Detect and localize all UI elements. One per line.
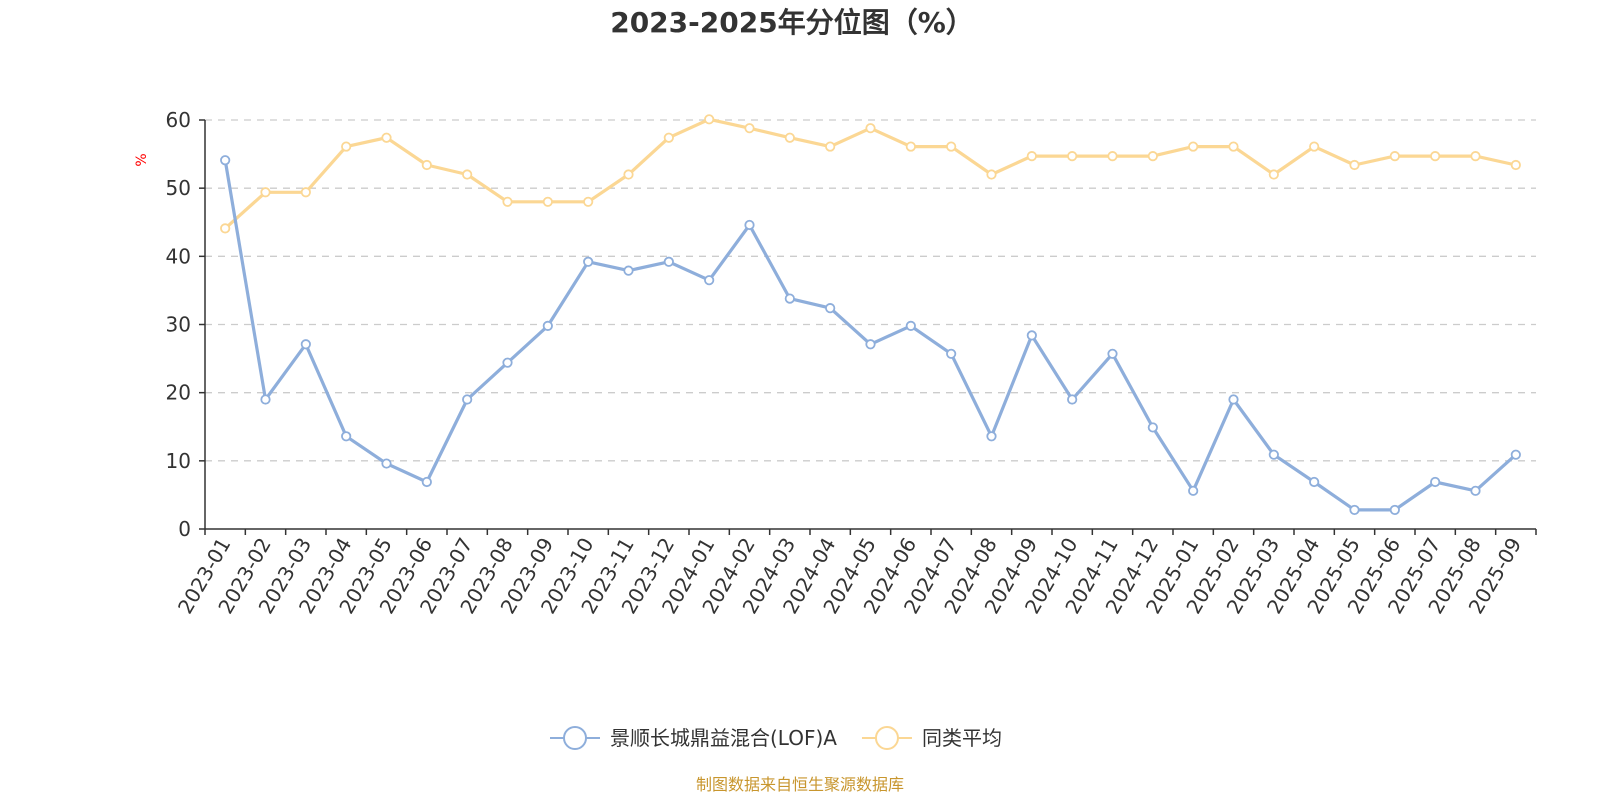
data-point[interactable] [1510, 449, 1521, 460]
data-point[interactable] [905, 320, 916, 331]
data-point[interactable] [300, 187, 311, 198]
data-point[interactable] [1430, 151, 1441, 162]
data-point[interactable] [1430, 476, 1441, 488]
series-fund [220, 155, 1521, 516]
data-point[interactable] [341, 431, 352, 442]
data-point[interactable] [260, 394, 271, 405]
legend-marker-icon [563, 726, 587, 750]
legend-label: 景顺长城鼎益混合(LOF)A [610, 726, 837, 750]
data-point[interactable] [865, 339, 876, 350]
data-point[interactable] [865, 123, 876, 134]
data-point[interactable] [663, 256, 674, 267]
data-point[interactable] [1389, 504, 1400, 516]
data-point[interactable] [583, 256, 594, 267]
data-point[interactable] [1309, 141, 1320, 152]
data-point[interactable] [1349, 504, 1360, 516]
data-point[interactable] [905, 141, 916, 152]
data-point[interactable] [381, 458, 392, 469]
data-point[interactable] [1228, 141, 1239, 152]
data-point[interactable] [1309, 476, 1320, 488]
chart-title: 2023-2025年分位图（%） [610, 6, 974, 39]
y-tick-label: 30 [166, 313, 191, 337]
data-point[interactable] [1389, 151, 1400, 162]
data-point[interactable] [341, 141, 352, 152]
data-point[interactable] [704, 114, 715, 125]
legend-item-peer-average[interactable]: 同类平均 [861, 726, 1002, 750]
data-point[interactable] [502, 357, 513, 368]
data-point[interactable] [704, 275, 715, 286]
data-point[interactable] [1026, 151, 1037, 162]
data-point[interactable] [421, 159, 432, 171]
data-point[interactable] [1470, 485, 1481, 496]
data-point[interactable] [1147, 422, 1158, 433]
data-point[interactable] [502, 196, 513, 207]
data-point[interactable] [1470, 151, 1481, 162]
data-point[interactable] [784, 132, 795, 143]
legend[interactable]: 景顺长城鼎益混合(LOF)A 同类平均 [550, 726, 1002, 750]
data-point[interactable] [1067, 394, 1078, 405]
y-tick-label: 60 [166, 108, 191, 132]
y-tick-label: 10 [166, 449, 191, 473]
data-source-note: 制图数据来自恒生聚源数据库 [696, 775, 904, 794]
data-point[interactable] [1188, 141, 1199, 152]
data-point[interactable] [1510, 159, 1521, 171]
data-point[interactable] [542, 320, 553, 331]
data-point[interactable] [260, 187, 271, 198]
data-point[interactable] [462, 169, 473, 180]
series-line [224, 117, 1517, 230]
data-point[interactable] [623, 265, 634, 276]
data-point[interactable] [1268, 449, 1279, 460]
data-point[interactable] [986, 431, 997, 442]
data-point[interactable] [1067, 151, 1078, 162]
data-point[interactable] [220, 155, 231, 166]
data-point[interactable] [784, 293, 795, 304]
series-peer-average [220, 114, 1521, 234]
y-tick-label: 0 [178, 517, 191, 541]
data-point[interactable] [663, 132, 674, 143]
legend-item-fund[interactable]: 景顺长城鼎益混合(LOF)A [550, 726, 837, 750]
y-tick-label: 50 [166, 176, 191, 200]
data-point[interactable] [946, 141, 957, 152]
data-point[interactable] [825, 303, 836, 314]
data-point[interactable] [1268, 169, 1279, 180]
data-point[interactable] [1228, 394, 1239, 405]
data-point[interactable] [986, 169, 997, 180]
data-point[interactable] [744, 219, 755, 231]
data-point[interactable] [1147, 151, 1158, 162]
y-tick-label: 40 [166, 244, 191, 268]
y-tick-label: 20 [166, 381, 191, 405]
data-point[interactable] [1107, 348, 1118, 359]
legend-label: 同类平均 [922, 726, 1002, 750]
y-axis-unit-label: % [134, 153, 150, 166]
data-point[interactable] [583, 196, 594, 207]
data-point[interactable] [825, 141, 836, 152]
data-point[interactable] [462, 394, 473, 405]
data-point[interactable] [1107, 151, 1118, 162]
legend-marker-icon [874, 726, 899, 750]
data-point[interactable] [300, 339, 311, 350]
grid-lines [205, 119, 1536, 462]
series-line [223, 159, 1517, 512]
data-point[interactable] [1026, 330, 1037, 341]
data-point[interactable] [623, 169, 634, 180]
data-point[interactable] [421, 476, 432, 488]
data-point[interactable] [1188, 485, 1199, 496]
data-point[interactable] [946, 348, 957, 359]
data-point[interactable] [381, 132, 392, 143]
data-point[interactable] [1349, 159, 1360, 171]
series-lines [220, 114, 1521, 516]
data-point[interactable] [744, 123, 755, 134]
data-point[interactable] [542, 196, 553, 207]
data-point[interactable] [220, 223, 231, 234]
axes: 01020304050602023-012023-022023-032023-0… [166, 108, 1537, 618]
